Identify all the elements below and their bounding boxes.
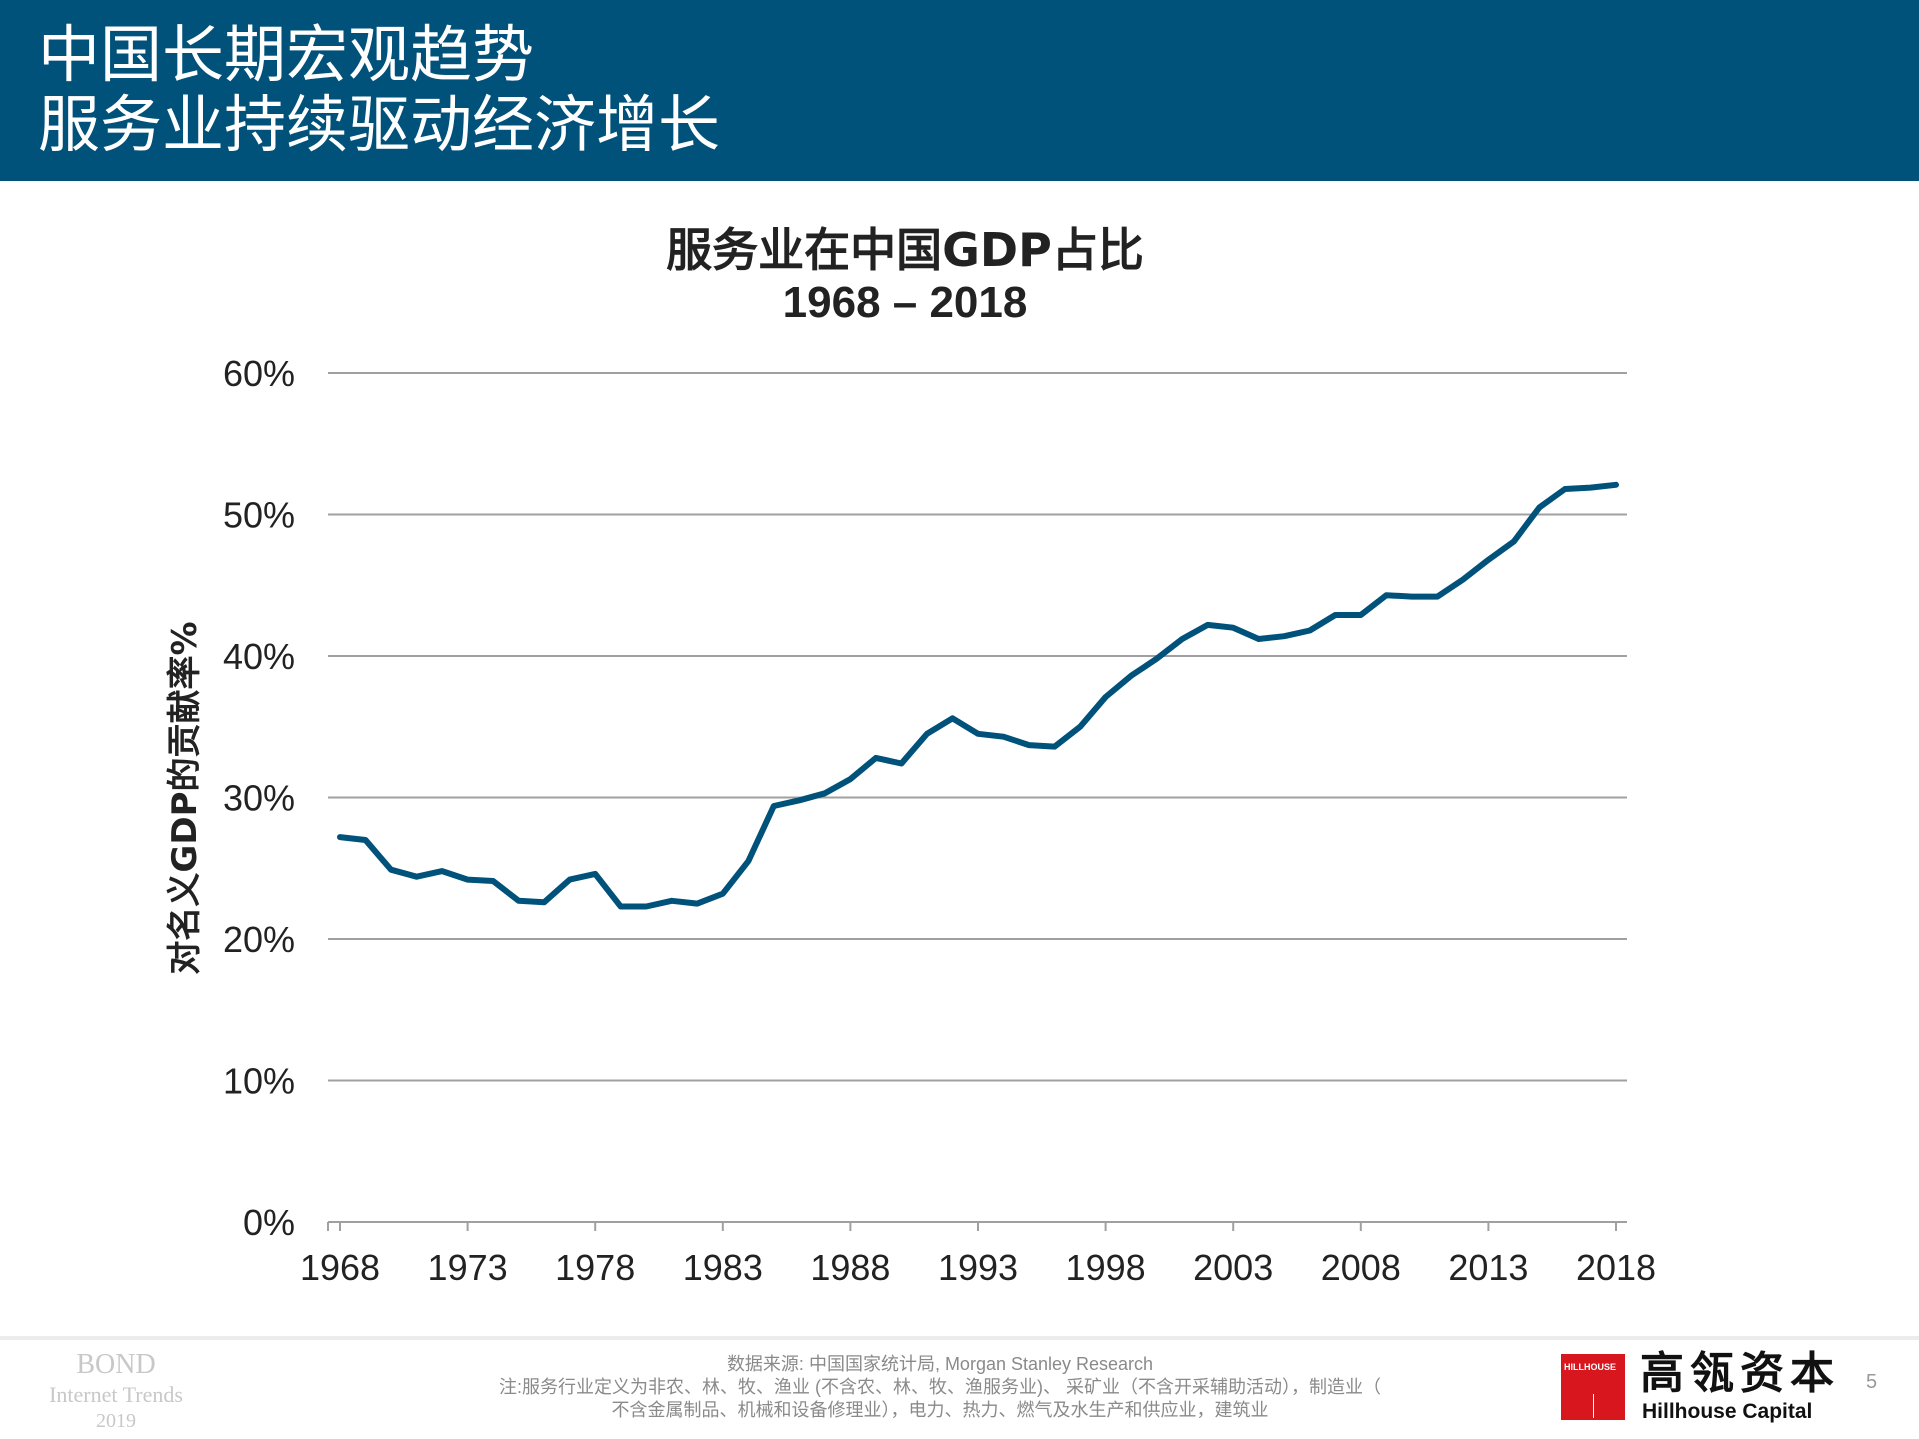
y-axis-label: 对名义GDP的贡献率% xyxy=(165,621,205,974)
chart-title: 服务业在中国GDP占比 xyxy=(666,223,1144,277)
x-tick-label: 2018 xyxy=(1576,1247,1656,1288)
header-banner: 中国长期宏观趋势 服务业持续驱动经济增长 xyxy=(0,0,1919,181)
page-number: 5 xyxy=(1866,1371,1878,1393)
chart-subtitle: 1968 – 2018 xyxy=(783,278,1028,327)
x-tick-label: 1973 xyxy=(428,1247,508,1288)
definition-note-1: 注:服务行业定义为非农、林、牧、渔业 (不含农、林、牧、渔服务业)、 采矿业（不… xyxy=(499,1377,1381,1397)
page-title-line1: 中国长期宏观趋势 xyxy=(38,18,535,91)
y-tick-label: 0% xyxy=(243,1202,295,1243)
definition-note-2: 不含金属制品、机械和设备修理业），电力、热力、燃气及水生产和供应业，建筑业 xyxy=(611,1400,1269,1420)
x-tick-label: 2008 xyxy=(1321,1247,1401,1288)
y-tick-label: 10% xyxy=(223,1061,295,1102)
x-tick-label: 1988 xyxy=(810,1247,890,1288)
footer-divider xyxy=(0,1336,1919,1340)
x-tick-label: 2013 xyxy=(1448,1247,1528,1288)
logo-english-name: Hillhouse Capital xyxy=(1642,1400,1813,1423)
x-tick-label: 1983 xyxy=(683,1247,763,1288)
y-tick-label: 40% xyxy=(223,636,295,677)
logo-chinese-name: 高瓴资本 xyxy=(1640,1348,1840,1399)
x-tick-label: 2003 xyxy=(1193,1247,1273,1288)
hillhouse-logo-mark: HILLHOUSE xyxy=(1561,1354,1625,1420)
x-tick-label: 1993 xyxy=(938,1247,1018,1288)
y-tick-label: 60% xyxy=(223,353,295,394)
y-tick-label: 20% xyxy=(223,919,295,960)
x-tick-label: 1998 xyxy=(1066,1247,1146,1288)
bond-logo: BOND xyxy=(76,1349,156,1380)
x-tick-label: 1968 xyxy=(300,1247,380,1288)
series-line xyxy=(337,481,1619,910)
bond-subtitle: Internet Trends xyxy=(49,1382,183,1407)
bond-year: 2019 xyxy=(96,1410,136,1432)
y-tick-label: 50% xyxy=(223,495,295,536)
y-tick-label: 30% xyxy=(223,778,295,819)
page-title-line2: 服务业持续驱动经济增长 xyxy=(38,88,721,161)
source-note: 数据来源: 中国国家统计局, Morgan Stanley Research xyxy=(726,1354,1154,1374)
x-tick-label: 1978 xyxy=(555,1247,635,1288)
